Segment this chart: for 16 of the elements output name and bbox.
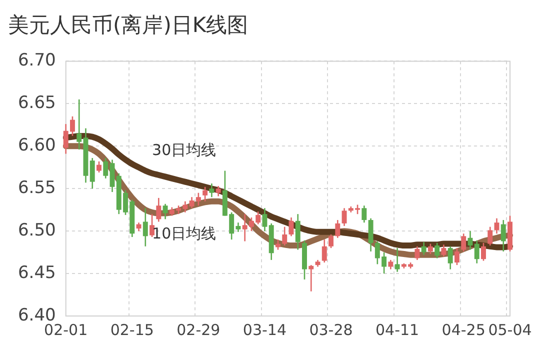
- x-tick-label: 02-15: [110, 320, 154, 339]
- x-tick-label: 03-14: [242, 320, 287, 339]
- chart-title: 美元人民币(离岸)日K线图: [8, 13, 248, 38]
- y-tick-label: 6.70: [18, 50, 56, 71]
- x-tick-label: 03-28: [309, 320, 353, 339]
- y-tick-label: 6.50: [18, 220, 56, 240]
- x-tick-label: 02-29: [176, 320, 220, 339]
- y-tick-label: 6.60: [18, 136, 56, 156]
- y-tick-label: 6.45: [18, 262, 56, 283]
- series-label: 10日均线: [152, 224, 216, 242]
- x-tick-label: 04-11: [376, 320, 420, 339]
- series-label: 30日均线: [152, 141, 216, 160]
- x-tick-label: 04-25: [442, 320, 486, 339]
- x-tick-label: 05-04: [488, 320, 532, 339]
- y-tick-label: 6.55: [18, 178, 56, 198]
- y-tick-label: 6.65: [18, 93, 56, 114]
